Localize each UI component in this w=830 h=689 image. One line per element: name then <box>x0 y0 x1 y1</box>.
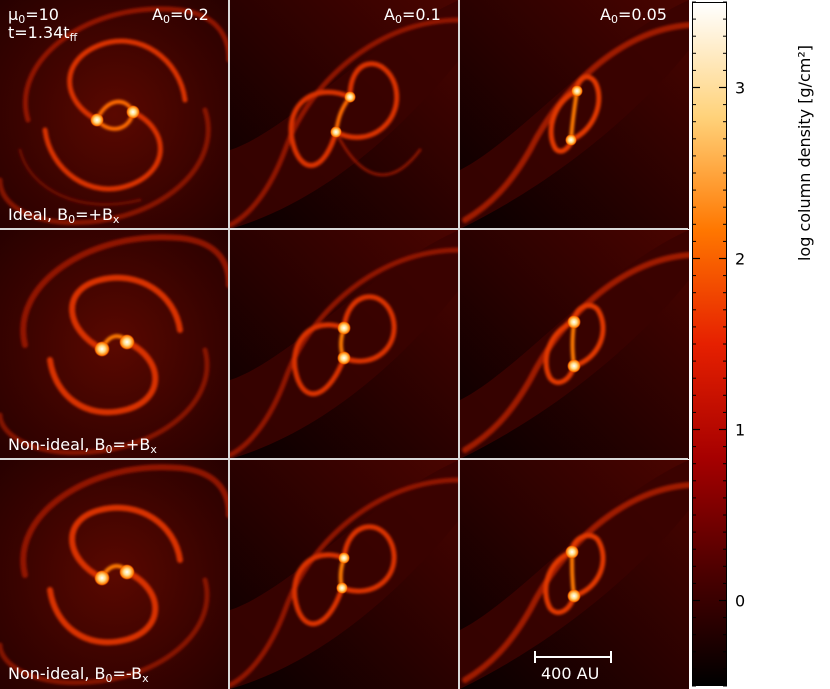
colorbar-label: log column density [g/cm²] <box>795 45 814 261</box>
density-map <box>230 460 459 689</box>
panel-nonideal-minus-a0-0.2 <box>0 460 229 689</box>
mu-label: μ0=10 <box>8 5 59 26</box>
colorbar-tick-label: 2 <box>735 250 745 269</box>
colorbar-axis: 0 1 2 3 <box>692 1 745 687</box>
panel-nonideal-plus-a0-0.05 <box>460 230 689 459</box>
panel-ideal-a0-0.1 <box>230 0 459 229</box>
density-map <box>0 460 229 689</box>
panel-separator <box>0 228 688 230</box>
simulation-panel-grid: μ0=10 t=1.34tff A0=0.2 A0=0.1 A0=0.05 Id… <box>0 0 689 689</box>
colorbar-tick-label: 1 <box>735 421 745 440</box>
panel-ideal-a0-0.2 <box>0 0 229 229</box>
row-label-nonideal-plus: Non-ideal, B0=+Bx <box>8 435 157 456</box>
row-label-nonideal-minus: Non-ideal, B0=-Bx <box>8 664 149 685</box>
density-map <box>230 230 459 459</box>
panel-ideal-a0-0.05 <box>460 0 689 229</box>
scale-bar <box>534 651 612 663</box>
panel-nonideal-minus-a0-0.1 <box>230 460 459 689</box>
colorbar-tick-label: 0 <box>735 592 745 611</box>
density-map <box>460 230 689 459</box>
amplitude-label: A0=0.2 <box>152 5 209 26</box>
panel-nonideal-plus-a0-0.1 <box>230 230 459 459</box>
amplitude-label: A0=0.1 <box>384 5 441 26</box>
density-map <box>0 230 229 459</box>
density-map <box>0 0 229 229</box>
density-map <box>460 0 689 229</box>
time-label: t=1.34tff <box>8 23 78 44</box>
panel-separator <box>228 0 230 689</box>
colorbar-title: log column density [g/cm²] <box>795 45 814 261</box>
panel-nonideal-minus-a0-0.05 <box>460 460 689 689</box>
panel-separator <box>0 458 688 460</box>
density-map <box>460 460 689 689</box>
panel-separator <box>458 0 460 689</box>
colorbar-tick-label: 3 <box>735 79 745 98</box>
amplitude-label: A0=0.05 <box>600 5 667 26</box>
scale-bar-label: 400 AU <box>541 664 600 683</box>
row-label-ideal: Ideal, B0=+Bx <box>8 205 120 226</box>
panel-nonideal-plus-a0-0.2 <box>0 230 229 459</box>
density-map <box>230 0 459 229</box>
